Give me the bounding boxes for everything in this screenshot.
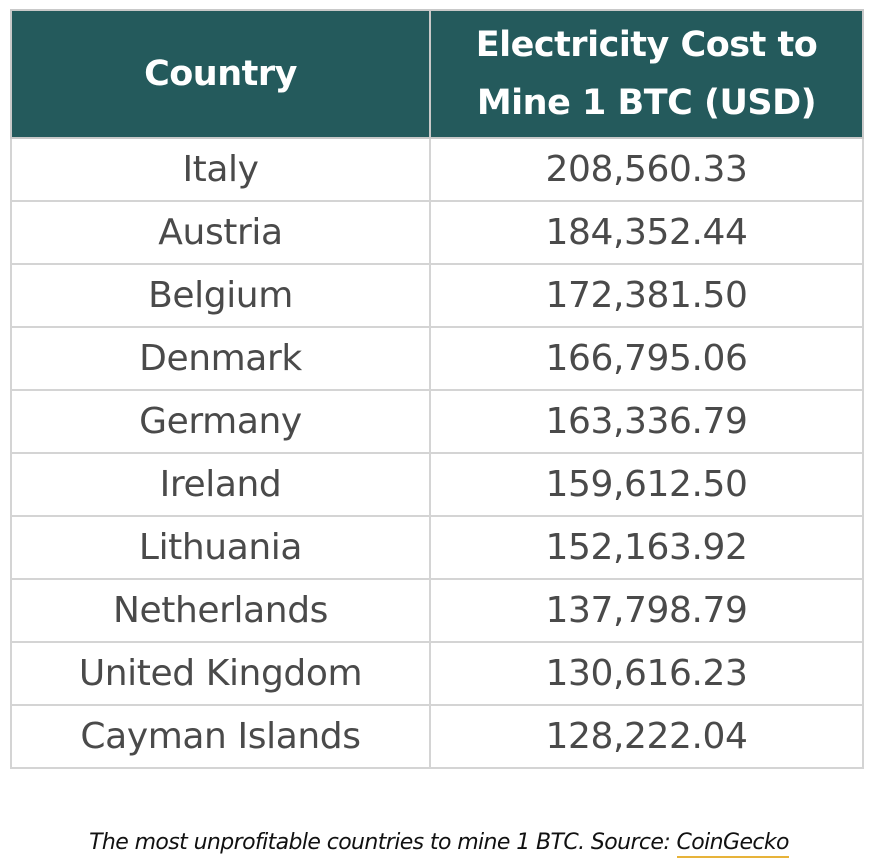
header-cost-line1: Electricity Cost to bbox=[475, 25, 818, 65]
coingecko-source-link[interactable]: CoinGecko bbox=[676, 830, 789, 858]
table-row: Italy 208,560.33 bbox=[10, 137, 864, 202]
cost-cell: 166,795.06 bbox=[429, 326, 864, 391]
country-cell: Austria bbox=[10, 200, 431, 265]
table-header-row: Country Electricity Cost to Mine 1 BTC (… bbox=[10, 9, 864, 139]
table-row: Netherlands 137,798.79 bbox=[10, 578, 864, 643]
cost-cell: 152,163.92 bbox=[429, 515, 864, 580]
cost-cell: 172,381.50 bbox=[429, 263, 864, 328]
country-cell: Italy bbox=[10, 137, 431, 202]
header-electricity-cost: Electricity Cost to Mine 1 BTC (USD) bbox=[429, 9, 864, 139]
cost-cell: 137,798.79 bbox=[429, 578, 864, 643]
country-cell: Germany bbox=[10, 389, 431, 454]
table-row: Cayman Islands 128,222.04 bbox=[10, 704, 864, 769]
table-row: Belgium 172,381.50 bbox=[10, 263, 864, 328]
caption-text: The most unprofitable countries to mine … bbox=[89, 830, 677, 855]
table-row: Lithuania 152,163.92 bbox=[10, 515, 864, 580]
country-cell: Cayman Islands bbox=[10, 704, 431, 769]
cost-cell: 208,560.33 bbox=[429, 137, 864, 202]
country-cell: Ireland bbox=[10, 452, 431, 517]
table-row: United Kingdom 130,616.23 bbox=[10, 641, 864, 706]
table-row: Austria 184,352.44 bbox=[10, 200, 864, 265]
cost-cell: 184,352.44 bbox=[429, 200, 864, 265]
table-row: Germany 163,336.79 bbox=[10, 389, 864, 454]
header-country: Country bbox=[10, 9, 431, 139]
cost-cell: 163,336.79 bbox=[429, 389, 864, 454]
cost-cell: 128,222.04 bbox=[429, 704, 864, 769]
country-cell: United Kingdom bbox=[10, 641, 431, 706]
data-table-container: Country Electricity Cost to Mine 1 BTC (… bbox=[10, 9, 864, 769]
cost-cell: 159,612.50 bbox=[429, 452, 864, 517]
cost-cell: 130,616.23 bbox=[429, 641, 864, 706]
table-row: Denmark 166,795.06 bbox=[10, 326, 864, 391]
country-cell: Denmark bbox=[10, 326, 431, 391]
country-cell: Belgium bbox=[10, 263, 431, 328]
header-cost-line2: Mine 1 BTC (USD) bbox=[476, 83, 817, 123]
country-cell: Lithuania bbox=[10, 515, 431, 580]
table-caption: The most unprofitable countries to mine … bbox=[0, 830, 878, 858]
country-cell: Netherlands bbox=[10, 578, 431, 643]
table-row: Ireland 159,612.50 bbox=[10, 452, 864, 517]
btc-cost-table: Country Electricity Cost to Mine 1 BTC (… bbox=[10, 9, 864, 769]
